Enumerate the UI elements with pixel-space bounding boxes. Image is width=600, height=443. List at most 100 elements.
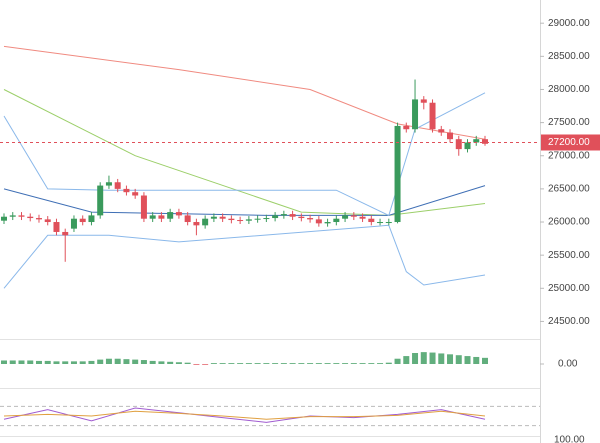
macd-bar	[455, 355, 462, 364]
candle-body	[447, 132, 454, 140]
macd-bar	[18, 360, 25, 364]
candle-body	[464, 142, 471, 150]
y-tick-label: 27000.00	[548, 150, 590, 161]
candle-body	[394, 125, 401, 223]
macd-bar	[97, 359, 104, 364]
macd-bar	[27, 360, 34, 364]
candle-body	[263, 218, 270, 220]
candle-body	[193, 222, 200, 226]
candle-body	[237, 220, 244, 222]
candle-body	[158, 215, 165, 219]
macd-bar	[53, 361, 60, 364]
macd-bar	[385, 362, 392, 364]
macd-bar	[167, 361, 174, 364]
macd-bar	[307, 363, 314, 364]
macd-bar	[193, 364, 200, 365]
candle-body	[210, 216, 217, 219]
candle-body	[420, 99, 427, 103]
candle-body	[18, 215, 25, 217]
y-tick-label: 29000.00	[548, 18, 590, 29]
price-label: 27200.00	[548, 137, 590, 148]
macd-bar	[237, 363, 244, 364]
candle-body	[254, 218, 261, 220]
candle-body	[202, 218, 209, 226]
macd-bar	[62, 361, 69, 364]
candle-body	[429, 102, 436, 130]
candle-body	[114, 182, 121, 189]
macd-bar	[420, 352, 427, 364]
macd-bar	[403, 356, 410, 364]
macd-bar	[394, 358, 401, 364]
candle-body	[315, 219, 322, 224]
candle-body	[123, 188, 130, 193]
y-tick-label: 28500.00	[548, 51, 590, 62]
macd-bar	[464, 356, 471, 364]
macd-bar	[333, 363, 340, 364]
candle-body	[289, 214, 296, 217]
candle-body	[105, 182, 112, 186]
macd-bar	[70, 361, 77, 364]
macd-bar	[175, 362, 182, 364]
macd-bar	[88, 360, 95, 364]
candle-body	[280, 214, 287, 216]
macd-bar	[228, 363, 235, 364]
macd-bar	[9, 360, 16, 364]
macd-bar	[35, 360, 42, 364]
macd-bar	[350, 363, 357, 364]
candle-body	[342, 215, 349, 219]
macd-bar	[298, 363, 305, 364]
macd-bar	[132, 359, 139, 364]
macd-bar	[184, 362, 191, 364]
macd-bar	[123, 359, 130, 364]
candle-body	[53, 222, 60, 232]
y-tick-label: 28000.00	[548, 84, 590, 95]
macd-bar	[429, 352, 436, 364]
macd-bar	[202, 364, 209, 365]
macd-bar	[44, 360, 51, 364]
candle-body	[482, 139, 488, 144]
candle-body	[403, 125, 410, 130]
osc-line	[3, 407, 486, 423]
candle-body	[228, 218, 235, 221]
osc-line	[3, 410, 486, 420]
macd-bar	[114, 358, 121, 364]
overlay-line	[3, 224, 486, 289]
candle-body	[44, 219, 51, 223]
candle-body	[368, 218, 375, 223]
macd-bar	[245, 363, 252, 364]
candle-body	[245, 219, 252, 221]
macd-tick-label: 0.00	[558, 359, 578, 370]
y-tick-label: 26500.00	[548, 184, 590, 195]
y-tick-label: 26000.00	[548, 217, 590, 228]
y-tick-label: 25000.00	[548, 283, 590, 294]
candle-body	[184, 215, 191, 223]
y-tick-label: 24500.00	[548, 316, 590, 327]
candle-body	[455, 139, 462, 150]
candle-body	[219, 216, 226, 219]
macd-bar	[1, 360, 7, 364]
candle-body	[1, 216, 7, 221]
macd-bar	[289, 363, 296, 364]
macd-bar	[105, 358, 112, 364]
y-tick-label: 25500.00	[548, 250, 590, 261]
candle-body	[377, 222, 384, 224]
macd-bar	[79, 361, 86, 364]
macd-bar	[263, 363, 270, 364]
macd-bar	[158, 361, 165, 364]
macd-bar	[359, 363, 366, 364]
macd-bar	[368, 363, 375, 364]
candle-body	[70, 218, 77, 229]
candle-body	[438, 129, 445, 133]
candle-body	[473, 139, 480, 143]
candle-body	[167, 212, 174, 219]
macd-bar	[272, 363, 279, 364]
candle-body	[272, 215, 279, 219]
candle-body	[307, 218, 314, 220]
candle-body	[88, 215, 95, 223]
macd-bar	[219, 363, 226, 364]
macd-bar	[140, 360, 147, 364]
macd-bar	[412, 353, 419, 364]
